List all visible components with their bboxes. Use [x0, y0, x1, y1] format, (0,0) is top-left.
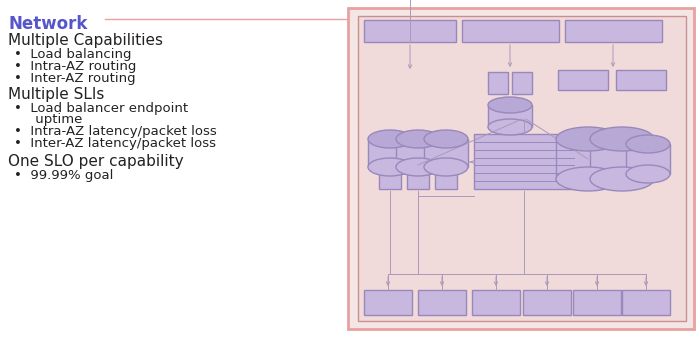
Text: •  Load balancer endpoint: • Load balancer endpoint: [14, 102, 188, 115]
Text: •  Inter-AZ routing: • Inter-AZ routing: [14, 72, 136, 85]
Ellipse shape: [590, 167, 654, 191]
Bar: [626, 144, 670, 174]
Text: •  Intra-AZ routing: • Intra-AZ routing: [14, 60, 136, 73]
Bar: [418, 290, 466, 315]
Bar: [472, 290, 520, 315]
Text: •  Inter-AZ latency/packet loss: • Inter-AZ latency/packet loss: [14, 137, 216, 150]
Bar: [364, 20, 456, 42]
Ellipse shape: [396, 130, 440, 148]
Bar: [358, 16, 686, 321]
Ellipse shape: [626, 165, 670, 183]
Bar: [512, 72, 532, 94]
Text: Multiple Capabilities: Multiple Capabilities: [8, 33, 163, 48]
Text: Network: Network: [8, 15, 88, 33]
Bar: [364, 290, 412, 315]
Text: •  Intra-AZ latency/packet loss: • Intra-AZ latency/packet loss: [14, 125, 217, 138]
Bar: [435, 171, 457, 189]
Bar: [565, 20, 662, 42]
Text: Multiple SLIs: Multiple SLIs: [8, 87, 104, 102]
Bar: [488, 105, 532, 127]
Ellipse shape: [488, 119, 532, 135]
Bar: [556, 139, 620, 179]
Bar: [396, 139, 440, 167]
Ellipse shape: [488, 97, 532, 113]
Bar: [407, 171, 429, 189]
Text: •  99.99% goal: • 99.99% goal: [14, 169, 113, 182]
Bar: [616, 70, 666, 90]
Text: uptime: uptime: [14, 113, 83, 126]
Bar: [348, 8, 694, 329]
Ellipse shape: [368, 130, 412, 148]
Ellipse shape: [368, 158, 412, 176]
Bar: [368, 139, 412, 167]
Bar: [462, 20, 559, 42]
Bar: [474, 134, 574, 189]
Bar: [379, 171, 401, 189]
Ellipse shape: [396, 158, 440, 176]
Bar: [424, 139, 468, 167]
Ellipse shape: [590, 127, 654, 151]
Bar: [558, 70, 608, 90]
Bar: [488, 72, 508, 94]
Ellipse shape: [424, 158, 468, 176]
Bar: [523, 290, 571, 315]
Bar: [590, 139, 654, 179]
Text: One SLO per capability: One SLO per capability: [8, 154, 183, 169]
Ellipse shape: [556, 167, 620, 191]
Ellipse shape: [556, 127, 620, 151]
Bar: [573, 290, 621, 315]
Ellipse shape: [424, 130, 468, 148]
Bar: [622, 290, 670, 315]
Ellipse shape: [626, 135, 670, 153]
Text: •  Load balancing: • Load balancing: [14, 48, 132, 61]
